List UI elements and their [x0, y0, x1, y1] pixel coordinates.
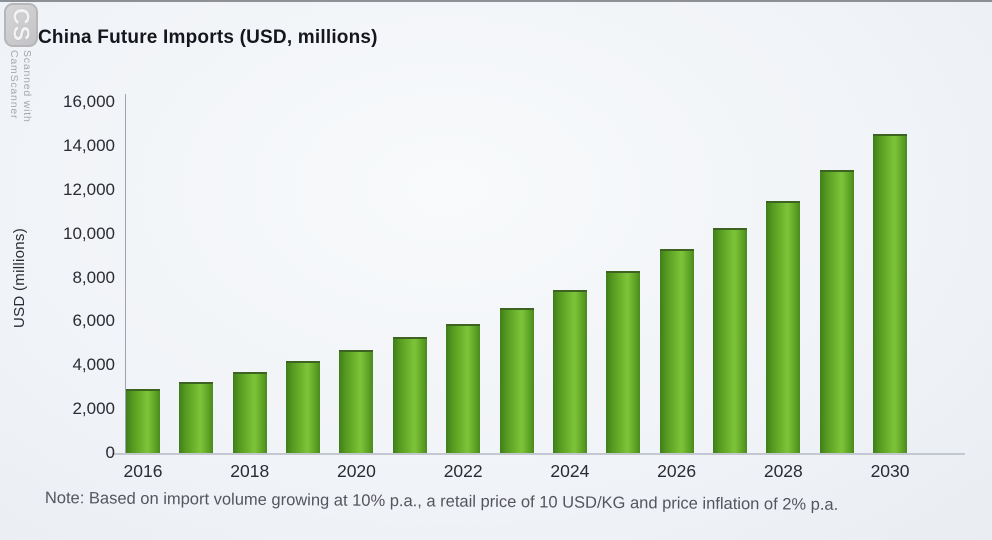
- y-tick-6,000: 6,000: [72, 311, 115, 331]
- y-tick-12,000: 12,000: [63, 179, 115, 199]
- x-axis-line: [112, 453, 965, 455]
- x-tick-2022: 2022: [443, 461, 483, 481]
- y-tick-16,000: 16,000: [63, 92, 115, 111]
- bar-2029: [819, 170, 854, 453]
- x-tick-2028: 2028: [763, 461, 803, 481]
- bar-2028: [766, 200, 801, 453]
- bar-2021: [392, 336, 427, 453]
- bar-2017: [179, 381, 214, 453]
- chart-title: China Future Imports (USD, millions): [38, 27, 378, 48]
- y-tick-8,000: 8,000: [72, 267, 115, 287]
- camscanner-watermark: Scanned with CamScanner: [7, 50, 33, 123]
- bar-2018: [232, 371, 267, 453]
- x-tick-2020: 2020: [336, 461, 376, 481]
- y-tick-4,000: 4,000: [72, 355, 115, 375]
- watermark-line1: Scanned with: [21, 50, 33, 123]
- camscanner-logo-letters: CS: [8, 8, 35, 42]
- bar-2016: [126, 389, 160, 453]
- camscanner-logo-icon: CS: [4, 3, 38, 47]
- y-tick-14,000: 14,000: [63, 135, 115, 155]
- footnote: Note: Based on import volume growing at …: [44, 489, 839, 514]
- x-tick-2018: 2018: [230, 461, 270, 481]
- bar-2019: [286, 360, 321, 453]
- x-tick-2016: 2016: [123, 461, 163, 481]
- bar-chart-plot-area: [125, 102, 960, 453]
- x-tick-2030: 2030: [870, 461, 910, 481]
- watermark-line2: CamScanner: [8, 50, 20, 120]
- bar-2027: [712, 228, 747, 453]
- bar-2022: [446, 323, 481, 453]
- bar-2030: [873, 133, 908, 453]
- y-tick-2,000: 2,000: [72, 399, 115, 419]
- bar-2024: [552, 289, 587, 453]
- x-tick-2024: 2024: [550, 461, 590, 481]
- y-axis-line: [125, 94, 126, 454]
- x-tick-2026: 2026: [657, 461, 697, 481]
- scan-edge-artifact: [0, 0, 992, 2]
- bar-2025: [606, 270, 641, 453]
- bar-2026: [659, 248, 694, 453]
- y-tick-10,000: 10,000: [63, 223, 115, 243]
- bar-2023: [499, 308, 534, 453]
- y-tick-0: 0: [105, 443, 115, 462]
- bar-2020: [339, 349, 374, 453]
